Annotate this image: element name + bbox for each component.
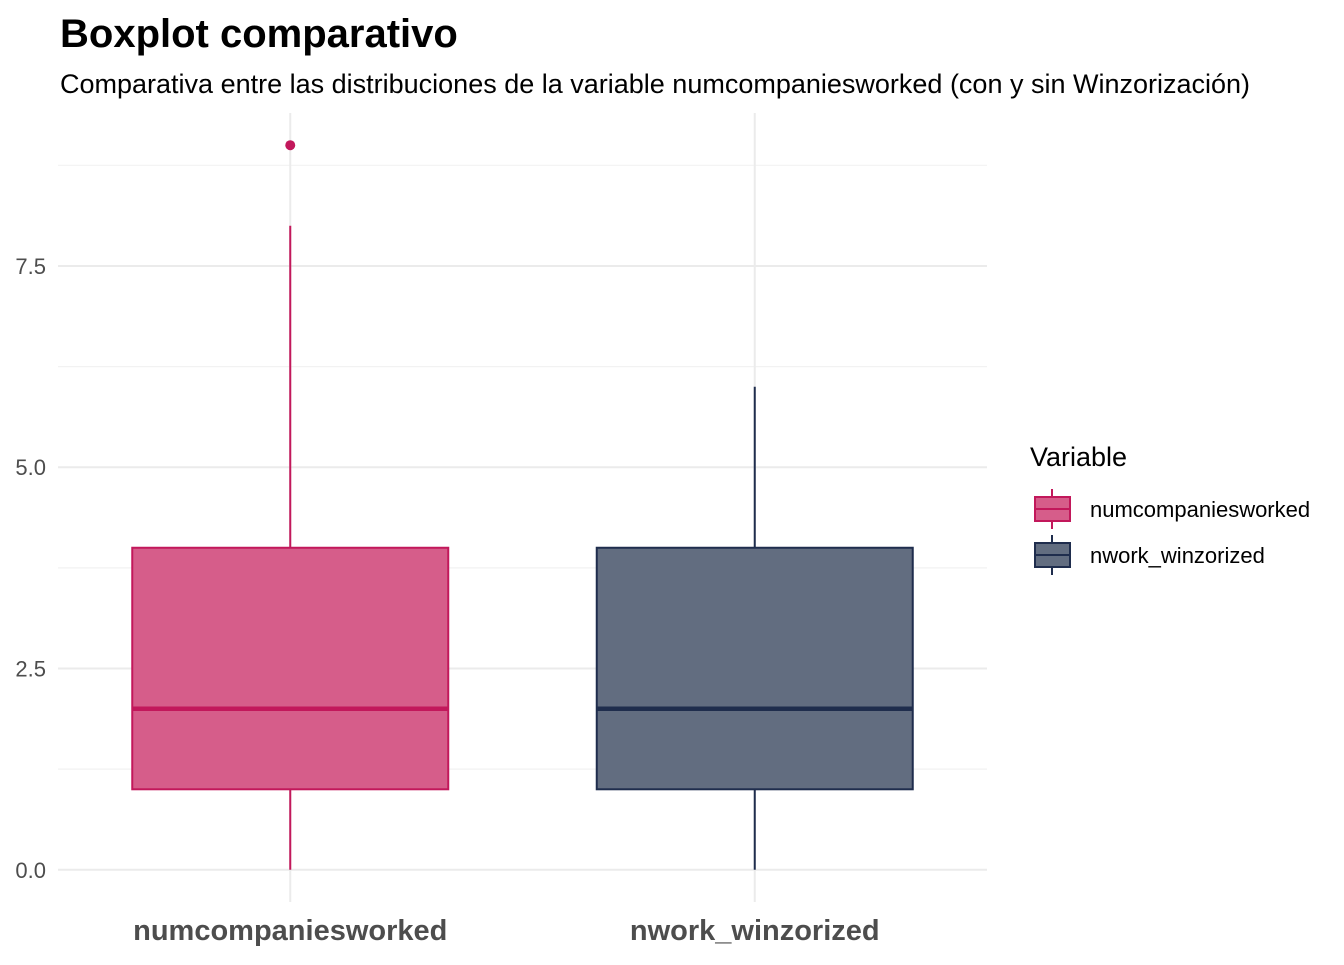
y-tick-label: 0.0 xyxy=(15,858,46,883)
legend: Variable numcompaniesworked nwork_winzori… xyxy=(1030,442,1310,575)
box-iqr xyxy=(595,546,914,791)
legend-item-numcompaniesworked: numcompaniesworked xyxy=(1034,489,1310,529)
chart-subtitle: Comparativa entre las distribuciones de … xyxy=(60,69,1250,99)
chart-title: Boxplot comparativo xyxy=(60,12,458,56)
box-nwork_winzorized xyxy=(595,386,914,870)
legend-item-nwork_winzorized: nwork_winzorized xyxy=(1034,535,1265,575)
box-numcompaniesworked xyxy=(131,140,450,870)
y-tick-label: 5.0 xyxy=(15,455,46,480)
outlier-point xyxy=(285,140,296,151)
y-tick-label: 7.5 xyxy=(15,254,46,279)
x-tick-label: numcompaniesworked xyxy=(133,915,447,947)
x-tick-label: nwork_winzorized xyxy=(630,915,880,947)
legend-title: Variable xyxy=(1030,442,1127,472)
y-tick-label: 2.5 xyxy=(15,657,46,682)
box-iqr xyxy=(131,546,450,791)
boxes xyxy=(131,140,914,870)
legend-label: numcompaniesworked xyxy=(1090,497,1310,522)
axis-labels: 0.0 2.5 5.0 7.5 numcompaniesworked nwork_winz… xyxy=(15,254,879,947)
legend-label: nwork_winzorized xyxy=(1090,543,1265,568)
